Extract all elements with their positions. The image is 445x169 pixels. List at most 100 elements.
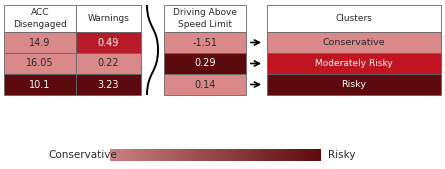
Bar (176, 149, 178, 161)
Bar (178, 149, 180, 161)
Bar (159, 149, 161, 161)
Text: Risky: Risky (328, 150, 356, 160)
Bar (155, 149, 157, 161)
Bar (156, 149, 158, 161)
Bar (306, 149, 308, 161)
Bar (76, 74, 141, 95)
Bar (198, 149, 200, 161)
Text: Warnings: Warnings (88, 14, 129, 23)
Bar (295, 149, 296, 161)
Bar (197, 149, 199, 161)
Bar (138, 149, 139, 161)
Bar (185, 149, 186, 161)
Bar (317, 149, 319, 161)
Bar (273, 149, 274, 161)
Bar (267, 74, 441, 95)
Bar (153, 149, 154, 161)
Bar (158, 149, 160, 161)
Bar (180, 149, 182, 161)
Bar (236, 149, 238, 161)
Bar (268, 149, 270, 161)
Bar (284, 149, 286, 161)
Bar (301, 149, 303, 161)
Bar (271, 149, 272, 161)
Bar (147, 149, 148, 161)
Bar (205, 149, 206, 161)
Bar (168, 149, 169, 161)
Bar (307, 149, 309, 161)
Text: Moderately Risky: Moderately Risky (315, 59, 393, 68)
Bar (229, 149, 230, 161)
Bar (117, 149, 119, 161)
Bar (318, 149, 320, 161)
Bar (136, 149, 138, 161)
Bar (315, 149, 316, 161)
Bar (219, 149, 221, 161)
Bar (154, 149, 156, 161)
Bar (76, 32, 141, 53)
Bar (279, 149, 281, 161)
Bar (152, 149, 154, 161)
Bar (222, 149, 224, 161)
Bar (115, 149, 117, 161)
Bar (126, 149, 127, 161)
Bar (114, 149, 116, 161)
Text: 0.29: 0.29 (194, 58, 216, 68)
Bar (189, 149, 190, 161)
Bar (121, 149, 122, 161)
Bar (149, 149, 150, 161)
Bar (267, 149, 269, 161)
Bar (287, 149, 288, 161)
Bar (201, 149, 203, 161)
Bar (4, 32, 76, 53)
Bar (243, 149, 245, 161)
Bar (278, 149, 279, 161)
Bar (285, 149, 287, 161)
Bar (227, 149, 228, 161)
Bar (203, 149, 205, 161)
Bar (304, 149, 306, 161)
Bar (242, 149, 244, 161)
Bar (246, 149, 247, 161)
Bar (164, 53, 246, 74)
Text: ACC
Disengaged: ACC Disengaged (13, 8, 67, 29)
Bar (247, 149, 249, 161)
Bar (131, 149, 133, 161)
Bar (157, 149, 159, 161)
Bar (257, 149, 259, 161)
Bar (165, 149, 166, 161)
Bar (253, 149, 255, 161)
Bar (127, 149, 128, 161)
Bar (134, 149, 136, 161)
Bar (139, 149, 141, 161)
Text: 0.14: 0.14 (194, 79, 216, 90)
Bar (313, 149, 314, 161)
Bar (239, 149, 241, 161)
Bar (258, 149, 259, 161)
Bar (213, 149, 214, 161)
Bar (297, 149, 299, 161)
Bar (212, 149, 214, 161)
Bar (302, 149, 303, 161)
Bar (316, 149, 317, 161)
Bar (142, 149, 144, 161)
Bar (226, 149, 227, 161)
Text: Clusters: Clusters (336, 14, 372, 23)
Text: 0.22: 0.22 (98, 58, 119, 68)
Bar (164, 5, 246, 32)
Bar (76, 53, 141, 74)
Bar (247, 149, 248, 161)
Bar (249, 149, 250, 161)
Bar (291, 149, 293, 161)
Bar (206, 149, 207, 161)
Bar (267, 53, 441, 74)
Bar (275, 149, 276, 161)
Bar (259, 149, 261, 161)
Bar (119, 149, 121, 161)
Bar (319, 149, 320, 161)
Bar (148, 149, 150, 161)
Bar (160, 149, 162, 161)
Bar (191, 149, 192, 161)
Bar (262, 149, 264, 161)
Bar (293, 149, 294, 161)
